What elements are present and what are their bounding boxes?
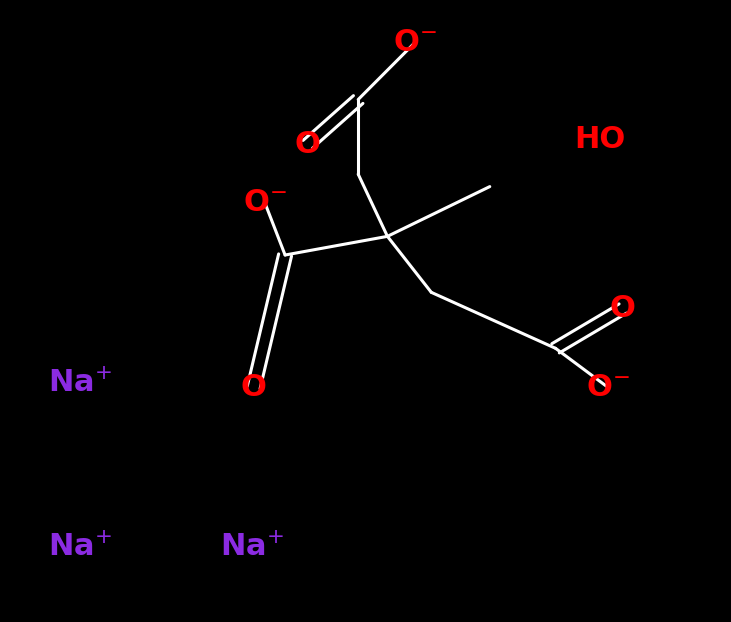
Text: Na$^{+}$: Na$^{+}$: [48, 533, 112, 562]
Text: O$^{-}$: O$^{-}$: [586, 373, 630, 402]
Text: Na$^{+}$: Na$^{+}$: [48, 369, 112, 397]
Text: O: O: [240, 373, 267, 402]
Text: HO: HO: [574, 126, 625, 154]
Text: O: O: [610, 294, 636, 323]
Text: O$^{-}$: O$^{-}$: [393, 28, 437, 57]
Text: O$^{-}$: O$^{-}$: [243, 188, 287, 216]
Text: O: O: [295, 130, 321, 159]
Text: Na$^{+}$: Na$^{+}$: [220, 533, 284, 562]
